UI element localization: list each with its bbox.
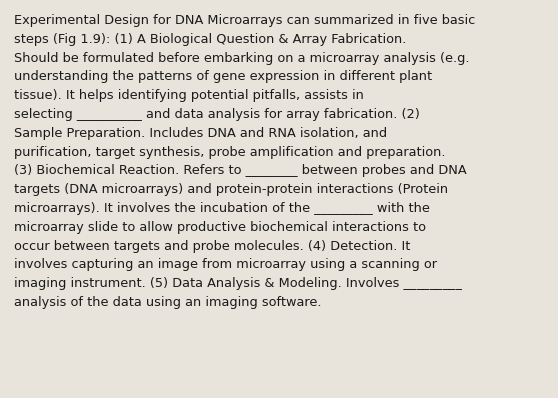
Text: Experimental Design for DNA Microarrays can summarized in five basic
steps (Fig : Experimental Design for DNA Microarrays … [14, 14, 475, 309]
